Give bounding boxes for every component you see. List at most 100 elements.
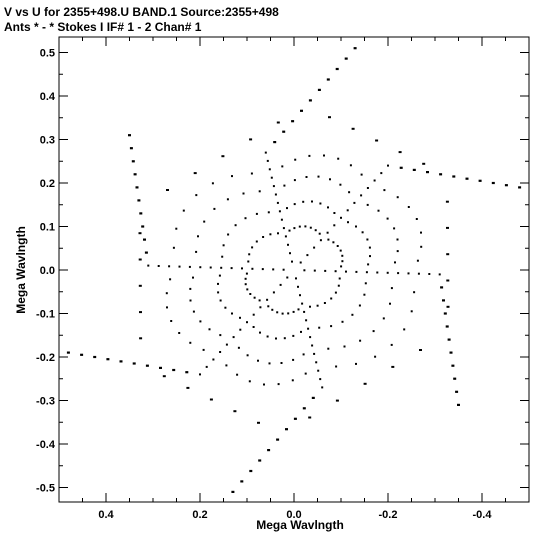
uv-point [451, 364, 455, 367]
uv-point [340, 265, 343, 268]
uv-point [227, 233, 230, 236]
uv-point [169, 278, 172, 281]
uv-point [269, 233, 272, 236]
uv-point [337, 157, 340, 160]
uv-point [338, 277, 341, 280]
uv-point [285, 428, 288, 431]
x-tick-label: -0.2 [379, 509, 398, 521]
uv-point [166, 189, 169, 191]
uv-point [291, 120, 295, 123]
uv-point [281, 165, 284, 168]
uv-point [358, 304, 361, 307]
uv-point [363, 293, 366, 296]
uv-point [419, 349, 422, 351]
uv-point [417, 272, 420, 275]
uv-point [199, 266, 202, 269]
uv-point [276, 438, 280, 441]
uv-point [245, 272, 248, 275]
y-tick-label: 0.1 [40, 222, 55, 234]
uv-point [276, 201, 279, 204]
uv-point [267, 305, 270, 308]
uv-point [242, 192, 245, 195]
uv-point [398, 151, 402, 154]
uv-point [300, 330, 302, 333]
uv-point [365, 271, 368, 274]
y-tick-label: -0.4 [36, 439, 56, 451]
uv-point [138, 284, 142, 287]
uv-point [225, 364, 228, 367]
uv-point [139, 337, 143, 340]
uv-point [309, 305, 311, 308]
uv-point [219, 351, 222, 353]
uv-point [205, 365, 208, 368]
uv-point [172, 368, 176, 372]
uv-point [231, 490, 235, 493]
y-tick-label: -0.1 [36, 309, 55, 321]
uv-point [247, 260, 250, 263]
uv-point [282, 130, 286, 133]
uv-point [230, 267, 233, 270]
uv-point [319, 202, 322, 205]
uv-point [313, 269, 316, 272]
uv-point [225, 343, 228, 346]
uv-point [119, 360, 123, 363]
uv-point [363, 382, 367, 385]
uv-point [275, 337, 277, 340]
uv-point [308, 416, 312, 419]
uv-point [138, 232, 142, 235]
uv-point [248, 380, 251, 383]
uv-point [330, 325, 333, 328]
uv-point [168, 265, 171, 268]
uv-point [272, 291, 275, 294]
uv-point [447, 338, 451, 341]
uv-point [166, 306, 168, 309]
uv-point [353, 47, 357, 50]
uv-point [250, 172, 253, 175]
uv-point [440, 286, 444, 289]
uv-point [281, 312, 284, 315]
uv-point [292, 358, 295, 361]
uv-point [446, 226, 449, 229]
uv-point [195, 250, 198, 253]
uv-point [303, 269, 306, 272]
uv-point [314, 229, 317, 232]
uv-point [327, 206, 329, 209]
uv-point [217, 291, 220, 294]
uv-point [147, 264, 150, 267]
uv-point [219, 299, 222, 302]
uv-point [403, 328, 406, 331]
uv-point [244, 277, 247, 280]
uv-point [286, 207, 288, 210]
uv-point [212, 358, 215, 361]
uv-point [303, 310, 306, 313]
uv-point [393, 227, 396, 230]
uv-point [203, 220, 206, 223]
uv-point [272, 185, 275, 188]
uv-point [397, 272, 400, 275]
uv-point [279, 283, 282, 286]
uv-point [428, 273, 431, 275]
uv-point [339, 183, 342, 186]
uv-point [249, 293, 252, 295]
uv-point [270, 176, 273, 179]
uv-point [266, 335, 269, 338]
uv-point [465, 177, 469, 180]
uv-point [221, 155, 225, 158]
uv-point [287, 312, 290, 315]
uv-point [291, 379, 294, 382]
uv-point [308, 154, 311, 157]
uv-point [249, 138, 253, 141]
uv-point [186, 386, 190, 389]
uv-point [396, 238, 399, 241]
uv-point [224, 306, 227, 309]
uv-point [145, 364, 149, 367]
uv-point [383, 189, 386, 192]
uv-point [144, 251, 148, 254]
uv-point [293, 179, 296, 182]
uv-point [249, 469, 253, 473]
uv-point [389, 302, 391, 305]
uv-point [313, 246, 316, 249]
uv-point [222, 244, 225, 247]
uv-point [218, 274, 221, 277]
uv-point [241, 267, 243, 270]
